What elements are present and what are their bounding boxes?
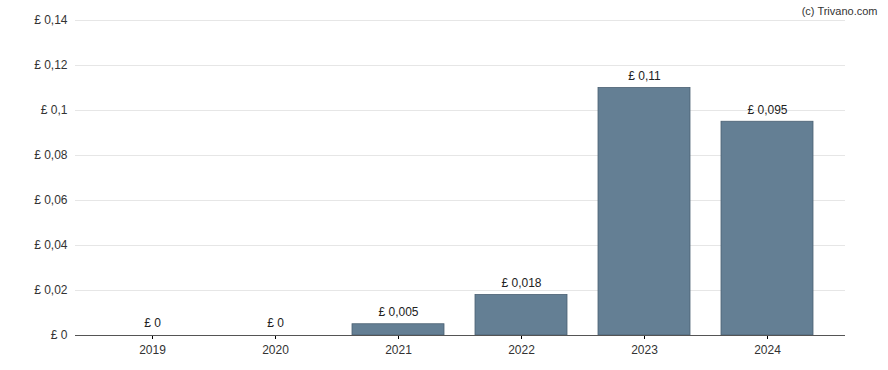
svg-text:(c) Trivano.com: (c) Trivano.com bbox=[802, 5, 878, 17]
svg-text:2021: 2021 bbox=[385, 343, 412, 357]
svg-text:£ 0,02: £ 0,02 bbox=[34, 283, 68, 297]
svg-text:£ 0: £ 0 bbox=[144, 316, 161, 330]
svg-text:£ 0,06: £ 0,06 bbox=[34, 193, 68, 207]
svg-text:£ 0,095: £ 0,095 bbox=[747, 103, 787, 117]
svg-text:£ 0: £ 0 bbox=[51, 328, 68, 342]
svg-text:£ 0,08: £ 0,08 bbox=[34, 148, 68, 162]
svg-text:2020: 2020 bbox=[262, 343, 289, 357]
svg-text:£ 0,11: £ 0,11 bbox=[628, 69, 661, 83]
svg-text:£ 0,018: £ 0,018 bbox=[501, 276, 541, 290]
svg-text:2022: 2022 bbox=[508, 343, 535, 357]
svg-text:2023: 2023 bbox=[631, 343, 658, 357]
svg-text:2019: 2019 bbox=[139, 343, 166, 357]
svg-text:£ 0,12: £ 0,12 bbox=[34, 58, 68, 72]
svg-text:£ 0,04: £ 0,04 bbox=[34, 238, 68, 252]
svg-text:£ 0,005: £ 0,005 bbox=[378, 305, 418, 319]
svg-text:£ 0: £ 0 bbox=[267, 316, 284, 330]
svg-text:£ 0,1: £ 0,1 bbox=[41, 103, 68, 117]
svg-text:£ 0,14: £ 0,14 bbox=[34, 13, 68, 27]
svg-text:2024: 2024 bbox=[754, 343, 781, 357]
